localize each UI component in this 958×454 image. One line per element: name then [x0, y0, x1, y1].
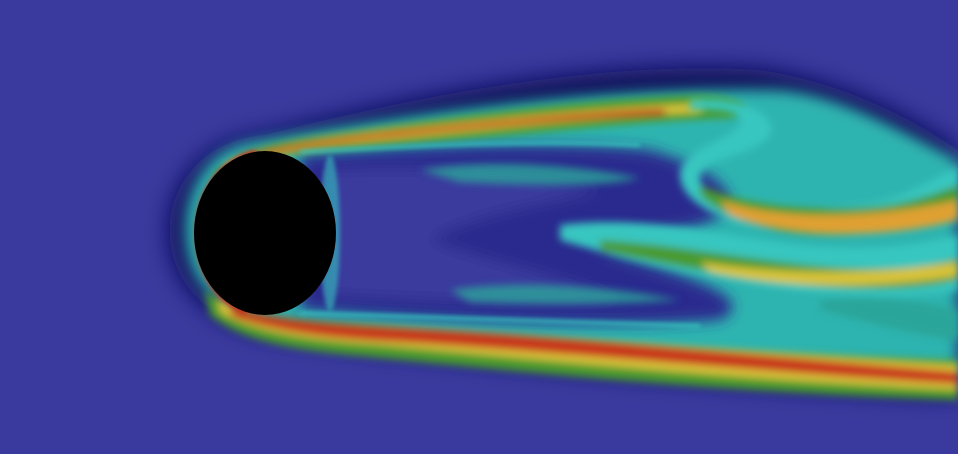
wake-filaments: [420, 163, 958, 340]
cylinder: [194, 151, 340, 315]
shear-skin-lines: [299, 141, 701, 328]
upper-shear-layer: [215, 95, 745, 185]
lower-shear-layer: [205, 290, 958, 400]
recirculation-zone: [300, 144, 733, 325]
shed-vortex-upper: [680, 99, 958, 235]
